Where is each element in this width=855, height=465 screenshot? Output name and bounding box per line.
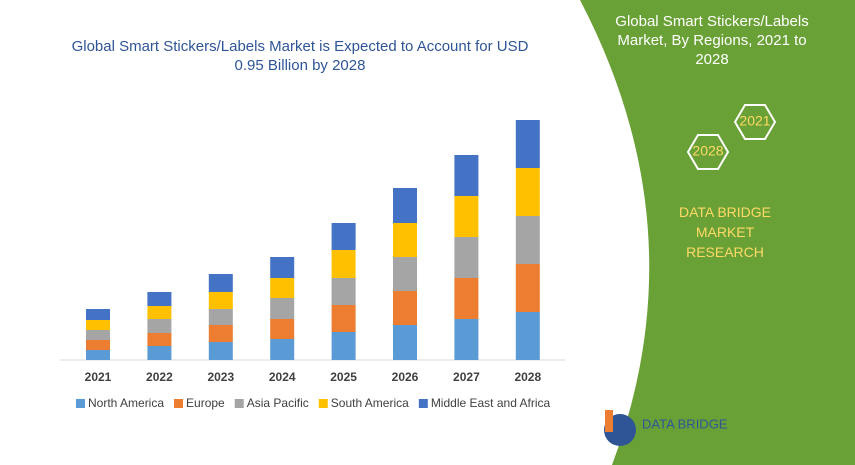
hex-label: 2021	[739, 113, 770, 129]
x-tick-label: 2025	[330, 370, 357, 384]
bar-segment	[208, 292, 233, 309]
legend-swatch	[174, 399, 184, 408]
x-tick-label: 2026	[392, 370, 419, 384]
x-tick-label: 2024	[269, 370, 296, 384]
bar-segment	[331, 223, 356, 250]
bar-segment	[454, 319, 479, 360]
bar-segment	[454, 155, 479, 196]
bar-segment	[454, 196, 479, 237]
bar-segment	[147, 346, 172, 360]
legend-label: North America	[88, 396, 164, 410]
legend-swatch	[318, 399, 328, 408]
legend-label: Asia Pacific	[247, 396, 309, 410]
bar-segment	[393, 325, 417, 360]
bar-segment	[393, 257, 417, 291]
bar-segment	[147, 319, 172, 333]
bar-segment	[86, 309, 110, 320]
bar-segment	[331, 305, 356, 332]
bar-segment	[147, 292, 172, 306]
legend-label: South America	[331, 396, 409, 410]
bar-segment	[393, 223, 417, 257]
bar-segment	[454, 237, 479, 278]
bar-segment	[515, 216, 540, 264]
hex-label: 2028	[692, 143, 723, 159]
bar-segment	[208, 309, 233, 325]
bar-segment	[270, 298, 295, 319]
chart-title: Global Smart Stickers/Labels Market is E…	[71, 38, 529, 74]
bar-segment	[515, 264, 540, 312]
bar-segment	[86, 330, 110, 340]
bar-segment	[270, 339, 295, 360]
bar-segment	[147, 306, 172, 319]
bar-segment	[147, 333, 172, 346]
green-panel	[580, 0, 855, 465]
hexagon	[733, 104, 777, 140]
legend-label: Middle East and Africa	[431, 396, 551, 410]
x-tick-label: 2021	[85, 370, 112, 384]
bar-segment	[515, 168, 540, 216]
legend-swatch	[76, 399, 85, 408]
logo-icon	[605, 410, 613, 432]
bar-segment	[331, 278, 356, 305]
hexagon	[686, 134, 730, 170]
bar-segment	[208, 342, 233, 360]
bar-segment	[331, 332, 356, 360]
bar-segment	[515, 120, 540, 168]
bar-segment	[86, 350, 110, 360]
bar-segment	[393, 188, 417, 223]
bar-segment	[86, 340, 110, 350]
bar-segment	[454, 278, 479, 319]
bar-segment	[270, 257, 295, 278]
x-tick-label: 2028	[514, 370, 541, 384]
bar-segment	[393, 291, 417, 325]
brand: DATA BRIDGE MARKET RESEARCH	[678, 204, 772, 260]
legend-swatch	[234, 399, 244, 408]
logo-text: DATA BRIDGE	[642, 416, 728, 431]
bar-segment	[270, 319, 295, 339]
x-tick-label: 2027	[453, 370, 480, 384]
legend-label: Europe	[186, 396, 225, 410]
legend-swatch	[418, 399, 428, 408]
bar-segment	[208, 325, 233, 342]
panel-title: Global Smart Stickers/Labels Market, By …	[615, 13, 809, 68]
bar-segment	[270, 278, 295, 298]
x-tick-label: 2022	[146, 370, 173, 384]
x-tick-label: 2023	[207, 370, 234, 384]
bar-segment	[86, 320, 110, 330]
bar-segment	[208, 274, 233, 292]
bar-segment	[515, 312, 540, 360]
bar-segment	[331, 250, 356, 278]
